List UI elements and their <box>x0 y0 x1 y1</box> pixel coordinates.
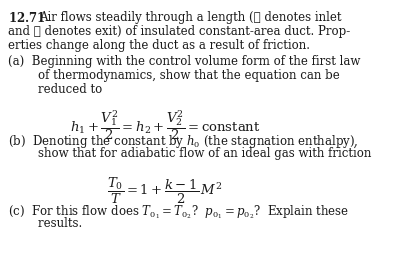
Text: Air flows steadily through a length (① denotes inlet: Air flows steadily through a length (① d… <box>39 11 342 24</box>
Text: and ② denotes exit) of insulated constant-area duct. Prop-: and ② denotes exit) of insulated constan… <box>8 25 350 38</box>
Text: results.: results. <box>8 217 82 230</box>
Text: erties change along the duct as a result of friction.: erties change along the duct as a result… <box>8 39 310 51</box>
Text: show that for adiabatic flow of an ideal gas with friction: show that for adiabatic flow of an ideal… <box>8 147 371 160</box>
Text: $\bf{12.71}$: $\bf{12.71}$ <box>8 11 46 25</box>
Text: (b)  Denoting the constant by $h_0$ (the stagnation enthalpy),: (b) Denoting the constant by $h_0$ (the … <box>8 133 359 150</box>
Text: $h_1 + \dfrac{V_1^2}{2} = h_2 + \dfrac{V_2^2}{2} = \mathrm{constant}$: $h_1 + \dfrac{V_1^2}{2} = h_2 + \dfrac{V… <box>70 109 260 143</box>
Text: $\dfrac{T_0}{T} = 1 + \dfrac{k-1}{2}\,M^2$: $\dfrac{T_0}{T} = 1 + \dfrac{k-1}{2}\,M^… <box>107 176 223 206</box>
Text: (c)  For this flow does $T_{0_1} = T_{0_2}$?  $p_{0_1} = p_{0_2}$?  Explain thes: (c) For this flow does $T_{0_1} = T_{0_2… <box>8 204 349 221</box>
Text: of thermodynamics, show that the equation can be: of thermodynamics, show that the equatio… <box>8 69 340 82</box>
Text: reduced to: reduced to <box>8 83 102 96</box>
Text: (a)  Beginning with the control volume form of the first law: (a) Beginning with the control volume fo… <box>8 55 360 68</box>
